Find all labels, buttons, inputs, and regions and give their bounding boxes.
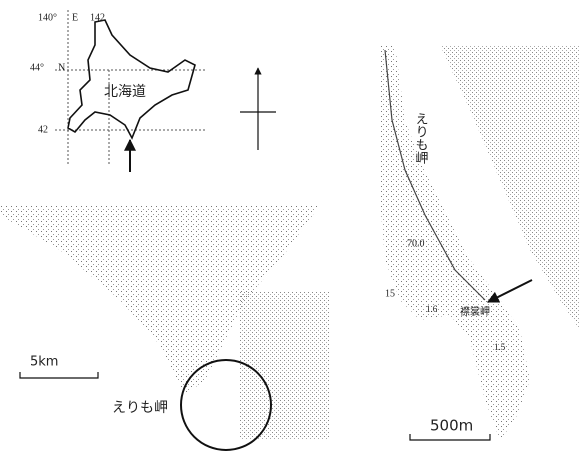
place-label: えりも岬	[112, 400, 168, 416]
elevation-label: 70.0	[407, 238, 425, 249]
lon-label: 142	[90, 12, 105, 23]
land	[380, 45, 530, 440]
place-label: えりも岬	[413, 112, 429, 164]
land	[0, 205, 320, 395]
scale-label: 5km	[30, 355, 58, 370]
depth-label: 1.6	[426, 304, 438, 314]
sea-area	[240, 292, 330, 440]
lon-label: 140°	[38, 12, 57, 23]
scale-label: 500m	[430, 417, 473, 435]
road	[384, 49, 486, 301]
elevation-label: 15	[385, 288, 395, 299]
depth-label: 1.5	[494, 342, 506, 352]
region-label: 北海道	[104, 84, 146, 100]
left-map: 5km えりも岬	[0, 205, 330, 451]
right-map: えりも岬 70.0 15 1.6 襟裳岬 1.5 500m	[380, 45, 580, 441]
hokkaido-outline	[67, 19, 196, 140]
scale-bar	[19, 372, 99, 379]
inset-map: 140° E 142 44° N 42 北海道	[30, 10, 205, 172]
lat-label: 44°	[30, 62, 44, 73]
cape-arrow	[486, 279, 533, 303]
lat-dir: N	[58, 62, 65, 73]
sea-area	[440, 45, 580, 330]
lat-label: 42	[38, 124, 48, 135]
lon-dir: E	[72, 12, 78, 23]
highlight-circle	[180, 359, 272, 451]
scale-bar	[409, 434, 491, 441]
north-arrow	[240, 67, 276, 150]
cape-label: 襟裳岬	[460, 305, 490, 318]
